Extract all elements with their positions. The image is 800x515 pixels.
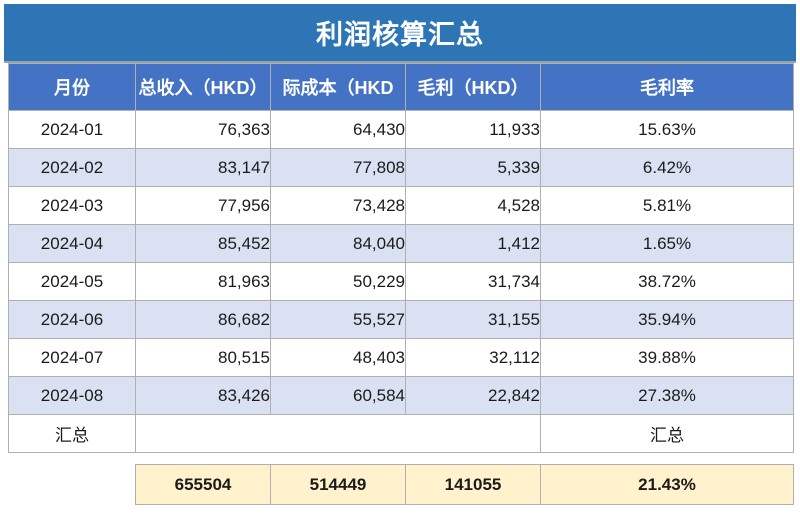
cell-cost: 60,584 <box>270 376 406 415</box>
cell-month: 2024-02 <box>8 148 136 187</box>
cell-cost: 73,428 <box>270 186 406 225</box>
cell-profit: 11,933 <box>405 110 541 149</box>
cell-month: 2024-05 <box>8 262 136 301</box>
cell-revenue: 76,363 <box>135 110 271 149</box>
cell-cost: 84,040 <box>270 224 406 263</box>
table-row: 2024-03 77,956 73,428 4,528 5.81% <box>8 186 794 225</box>
cell-cost: 64,430 <box>270 110 406 149</box>
table-row: 2024-07 80,515 48,403 32,112 39.88% <box>8 338 794 377</box>
col-header-profit: 毛利（HKD） <box>405 63 541 111</box>
table-row: 2024-06 86,682 55,527 31,155 35.94% <box>8 300 794 339</box>
summary-left-label: 汇总 <box>8 414 136 453</box>
cell-profit: 1,412 <box>405 224 541 263</box>
cell-profit: 31,734 <box>405 262 541 301</box>
cell-cost: 50,229 <box>270 262 406 301</box>
cell-month: 2024-08 <box>8 376 136 415</box>
cell-margin: 38.72% <box>540 262 794 301</box>
cell-margin: 15.63% <box>540 110 794 149</box>
col-header-margin: 毛利率 <box>540 63 794 111</box>
cell-revenue: 83,147 <box>135 148 271 187</box>
total-margin: 21.43% <box>540 464 794 505</box>
cell-revenue: 77,956 <box>135 186 271 225</box>
total-profit: 141055 <box>405 464 541 505</box>
col-header-month: 月份 <box>8 63 136 111</box>
table-row: 2024-01 76,363 64,430 11,933 15.63% <box>8 110 794 149</box>
cell-profit: 22,842 <box>405 376 541 415</box>
cell-cost: 48,403 <box>270 338 406 377</box>
cell-revenue: 83,426 <box>135 376 271 415</box>
summary-empty-cell <box>135 414 541 453</box>
summary-label-row: 汇总 汇总 <box>8 414 794 453</box>
col-header-revenue: 总收入（HKD） <box>135 63 271 111</box>
page-title: 利润核算汇总 <box>316 20 484 50</box>
cell-revenue: 85,452 <box>135 224 271 263</box>
cell-margin: 27.38% <box>540 376 794 415</box>
cell-revenue: 81,963 <box>135 262 271 301</box>
profit-summary-table: 月份 总收入（HKD） 际成本（HKD 毛利（HKD） 毛利率 2024-01 … <box>8 63 794 453</box>
report-page: 利润核算汇总 月份 总收入（HKD） 际成本（HKD 毛利（HKD） 毛利率 2… <box>0 4 800 515</box>
table-row: 2024-08 83,426 60,584 22,842 27.38% <box>8 376 794 415</box>
cell-month: 2024-04 <box>8 224 136 263</box>
cell-margin: 39.88% <box>540 338 794 377</box>
cell-profit: 5,339 <box>405 148 541 187</box>
cell-margin: 6.42% <box>540 148 794 187</box>
cell-cost: 55,527 <box>270 300 406 339</box>
summary-right-label: 汇总 <box>540 414 794 453</box>
cell-margin: 35.94% <box>540 300 794 339</box>
header-row: 月份 总收入（HKD） 际成本（HKD 毛利（HKD） 毛利率 <box>8 63 794 111</box>
cell-month: 2024-07 <box>8 338 136 377</box>
cell-profit: 32,112 <box>405 338 541 377</box>
total-cost: 514449 <box>270 464 406 505</box>
cell-margin: 5.81% <box>540 186 794 225</box>
cell-month: 2024-03 <box>8 186 136 225</box>
table-row: 2024-04 85,452 84,040 1,412 1.65% <box>8 224 794 263</box>
table-row: 2024-05 81,963 50,229 31,734 38.72% <box>8 262 794 301</box>
totals-row: 655504 514449 141055 21.43% <box>135 464 794 505</box>
cell-month: 2024-01 <box>8 110 136 149</box>
col-header-cost: 际成本（HKD <box>270 63 406 111</box>
cell-profit: 4,528 <box>405 186 541 225</box>
title-banner: 利润核算汇总 <box>4 4 796 63</box>
cell-profit: 31,155 <box>405 300 541 339</box>
cell-cost: 77,808 <box>270 148 406 187</box>
cell-revenue: 86,682 <box>135 300 271 339</box>
total-revenue: 655504 <box>135 464 271 505</box>
cell-margin: 1.65% <box>540 224 794 263</box>
cell-month: 2024-06 <box>8 300 136 339</box>
cell-revenue: 80,515 <box>135 338 271 377</box>
totals-strip: 655504 514449 141055 21.43% <box>135 464 794 505</box>
table-row: 2024-02 83,147 77,808 5,339 6.42% <box>8 148 794 187</box>
